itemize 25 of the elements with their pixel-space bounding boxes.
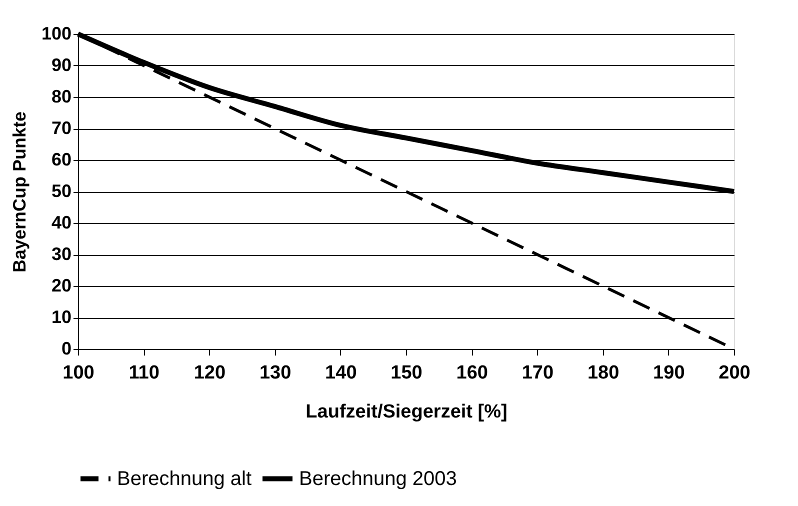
y-tick-label: 80 bbox=[51, 86, 72, 106]
y-tick-label: 90 bbox=[51, 55, 72, 75]
y-tick-label: 50 bbox=[51, 181, 72, 201]
y-tick-label: 40 bbox=[51, 212, 72, 232]
legend-label: Berechnung 2003 bbox=[299, 468, 457, 490]
y-tick-label: 60 bbox=[51, 150, 72, 170]
y-axis-title: BayernCup Punkte bbox=[9, 111, 30, 273]
x-tick-label: 190 bbox=[653, 362, 685, 384]
x-tick-label: 180 bbox=[587, 362, 620, 384]
y-tick-label: 0 bbox=[61, 338, 72, 358]
x-tick-label: 160 bbox=[456, 362, 488, 384]
x-axis-title: Laufzeit/Siegerzeit [%] bbox=[306, 402, 508, 422]
x-tick-label: 110 bbox=[128, 362, 160, 384]
y-tick-label: 10 bbox=[51, 307, 72, 327]
x-tick-label: 150 bbox=[390, 362, 422, 384]
x-tick-label: 170 bbox=[522, 362, 554, 384]
legend-label: Berechnung alt bbox=[117, 468, 252, 490]
y-tick-label: 100 bbox=[41, 24, 72, 44]
x-tick-label: 200 bbox=[718, 362, 750, 384]
y-tick-label: 70 bbox=[51, 118, 72, 138]
y-tick-label: 20 bbox=[51, 276, 72, 296]
x-tick-label: 130 bbox=[259, 362, 292, 384]
x-tick-label: 120 bbox=[194, 362, 226, 384]
y-tick-label: 30 bbox=[51, 244, 72, 264]
x-tick-label: 140 bbox=[325, 362, 357, 384]
